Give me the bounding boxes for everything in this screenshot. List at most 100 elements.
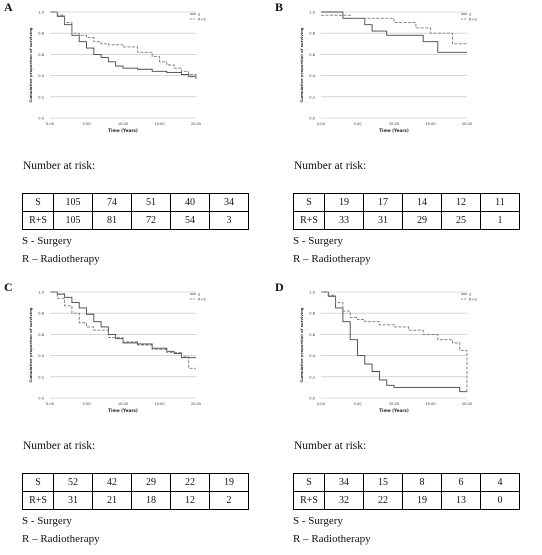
risk-table: S 52 42 29 22 19 R+S 31 21 18 12 2 bbox=[22, 473, 249, 510]
risk-table-row: R+S 31 21 18 12 2 bbox=[22, 491, 249, 510]
panel-letter: B bbox=[275, 0, 284, 14]
x-axis-label: Time (Years) bbox=[108, 408, 138, 413]
risk-count-cell: 81 bbox=[92, 211, 132, 230]
y-tick-label: 0.2 bbox=[309, 375, 315, 379]
legend-label: S bbox=[198, 13, 201, 17]
risk-table-row: S 105 74 51 40 34 bbox=[22, 193, 249, 212]
x-tick-label: 10.00 bbox=[389, 122, 400, 126]
risk-table-row: S 34 15 8 6 4 bbox=[293, 473, 520, 492]
risk-count-cell: 19 bbox=[209, 473, 249, 492]
y-tick-label: 0.4 bbox=[309, 354, 315, 358]
y-tick-label: 0.0 bbox=[309, 397, 315, 401]
risk-group-label: R+S bbox=[293, 211, 325, 230]
abbreviation-note: R – Radiotherapy bbox=[22, 253, 100, 265]
y-tick-label: 0.4 bbox=[309, 74, 315, 78]
survival-chart: 1.0 0.8 0.6 0.4 0.2 0.00.00 5.00 10.00 15.00 20.0… bbox=[28, 11, 207, 134]
y-tick-label: 0.2 bbox=[38, 95, 44, 99]
legend-label: R+S bbox=[469, 18, 478, 22]
y-axis-label: Cumulative proportion of surviving bbox=[28, 27, 33, 102]
survival-chart: 1.0 0.8 0.6 0.4 0.2 0.00.00 5.00 10.00 15.00 20.0… bbox=[299, 291, 478, 414]
risk-count-cell: 29 bbox=[131, 473, 171, 492]
risk-table: S 34 15 8 6 4 R+S 32 22 19 13 0 bbox=[293, 473, 520, 510]
x-tick-label: 0.00 bbox=[317, 122, 326, 126]
x-tick-label: 15.00 bbox=[425, 122, 436, 126]
risk-group-label: R+S bbox=[22, 491, 54, 510]
risk-group-label: S bbox=[293, 193, 325, 212]
y-tick-label: 1.0 bbox=[309, 11, 315, 15]
risk-count-cell: 19 bbox=[402, 491, 442, 510]
y-tick-label: 1.0 bbox=[309, 291, 315, 295]
risk-table-row: S 19 17 14 12 11 bbox=[293, 193, 520, 212]
risk-count-cell: 12 bbox=[441, 193, 481, 212]
x-tick-label: 20.00 bbox=[462, 122, 473, 126]
risk-count-cell: 51 bbox=[131, 193, 171, 212]
risk-count-cell: 22 bbox=[363, 491, 403, 510]
risk-count-cell: 54 bbox=[170, 211, 210, 230]
s-survival-curve bbox=[321, 11, 467, 53]
x-tick-label: 10.00 bbox=[389, 402, 400, 406]
abbreviation-note: R – Radiotherapy bbox=[22, 533, 100, 545]
rs-survival-curve bbox=[321, 291, 468, 392]
y-tick-label: 0.2 bbox=[309, 95, 315, 99]
legend-label: S bbox=[198, 293, 201, 297]
survival-chart: 1.0 0.8 0.6 0.4 0.2 0.00.00 5.00 10.00 15.00 20.0… bbox=[28, 291, 207, 414]
risk-count-cell: 19 bbox=[324, 193, 364, 212]
risk-group-label: R+S bbox=[22, 211, 54, 230]
s-survival-curve bbox=[321, 291, 467, 393]
y-tick-label: 0.8 bbox=[309, 312, 315, 316]
risk-group-label: S bbox=[22, 193, 54, 212]
number-at-risk-title: Number at risk: bbox=[23, 160, 96, 172]
y-tick-label: 0.6 bbox=[38, 333, 44, 337]
risk-count-cell: 3 bbox=[209, 211, 249, 230]
risk-count-cell: 105 bbox=[53, 211, 93, 230]
y-tick-label: 0.0 bbox=[309, 117, 315, 121]
risk-count-cell: 22 bbox=[170, 473, 210, 492]
risk-count-cell: 34 bbox=[324, 473, 364, 492]
risk-count-cell: 31 bbox=[53, 491, 93, 510]
panel-b: B 1.0 0.8 0.6 0.4 0.2 0.0 0.00 5.00 10.00 15.00 20.… bbox=[271, 0, 542, 275]
risk-table: S 19 17 14 12 11 R+S 33 31 29 25 1 bbox=[293, 193, 520, 230]
risk-count-cell: 17 bbox=[363, 193, 403, 212]
risk-count-cell: 31 bbox=[363, 211, 403, 230]
risk-group-label: R+S bbox=[293, 491, 325, 510]
number-at-risk-title: Number at risk: bbox=[23, 440, 96, 452]
risk-count-cell: 6 bbox=[441, 473, 481, 492]
y-tick-label: 0.2 bbox=[38, 375, 44, 379]
y-tick-label: 0.6 bbox=[309, 53, 315, 57]
risk-table-row: R+S 33 31 29 25 1 bbox=[293, 211, 520, 230]
y-tick-label: 0.6 bbox=[309, 333, 315, 337]
risk-count-cell: 34 bbox=[209, 193, 249, 212]
x-tick-label: 15.00 bbox=[425, 402, 436, 406]
y-tick-label: 0.8 bbox=[38, 32, 44, 36]
legend-label: R+S bbox=[198, 298, 207, 302]
x-tick-label: 15.00 bbox=[154, 122, 165, 126]
x-tick-label: 20.00 bbox=[191, 122, 202, 126]
y-tick-label: 0.6 bbox=[38, 53, 44, 57]
risk-table-row: S 52 42 29 22 19 bbox=[22, 473, 249, 492]
risk-count-cell: 74 bbox=[92, 193, 132, 212]
risk-count-cell: 14 bbox=[402, 193, 442, 212]
risk-count-cell: 72 bbox=[131, 211, 171, 230]
rs-survival-curve bbox=[50, 11, 197, 79]
risk-count-cell: 29 bbox=[402, 211, 442, 230]
legend-label: R+S bbox=[198, 18, 207, 22]
x-tick-label: 5.00 bbox=[82, 122, 91, 126]
risk-count-cell: 8 bbox=[402, 473, 442, 492]
abbreviation-note: S - Surgery bbox=[22, 235, 72, 247]
y-tick-label: 0.8 bbox=[309, 32, 315, 36]
risk-count-cell: 11 bbox=[480, 193, 520, 212]
x-tick-label: 10.00 bbox=[118, 402, 129, 406]
abbreviation-note: S - Surgery bbox=[293, 515, 343, 527]
risk-count-cell: 0 bbox=[480, 491, 520, 510]
risk-count-cell: 25 bbox=[441, 211, 481, 230]
legend-label: S bbox=[469, 293, 472, 297]
panel-letter: C bbox=[4, 280, 13, 294]
risk-count-cell: 18 bbox=[131, 491, 171, 510]
x-tick-label: 20.00 bbox=[191, 402, 202, 406]
risk-count-cell: 105 bbox=[53, 193, 93, 212]
abbreviation-note: S - Surgery bbox=[22, 515, 72, 527]
x-tick-label: 5.00 bbox=[353, 122, 362, 126]
risk-count-cell: 32 bbox=[324, 491, 364, 510]
x-tick-label: 10.00 bbox=[118, 122, 129, 126]
number-at-risk-title: Number at risk: bbox=[294, 440, 367, 452]
